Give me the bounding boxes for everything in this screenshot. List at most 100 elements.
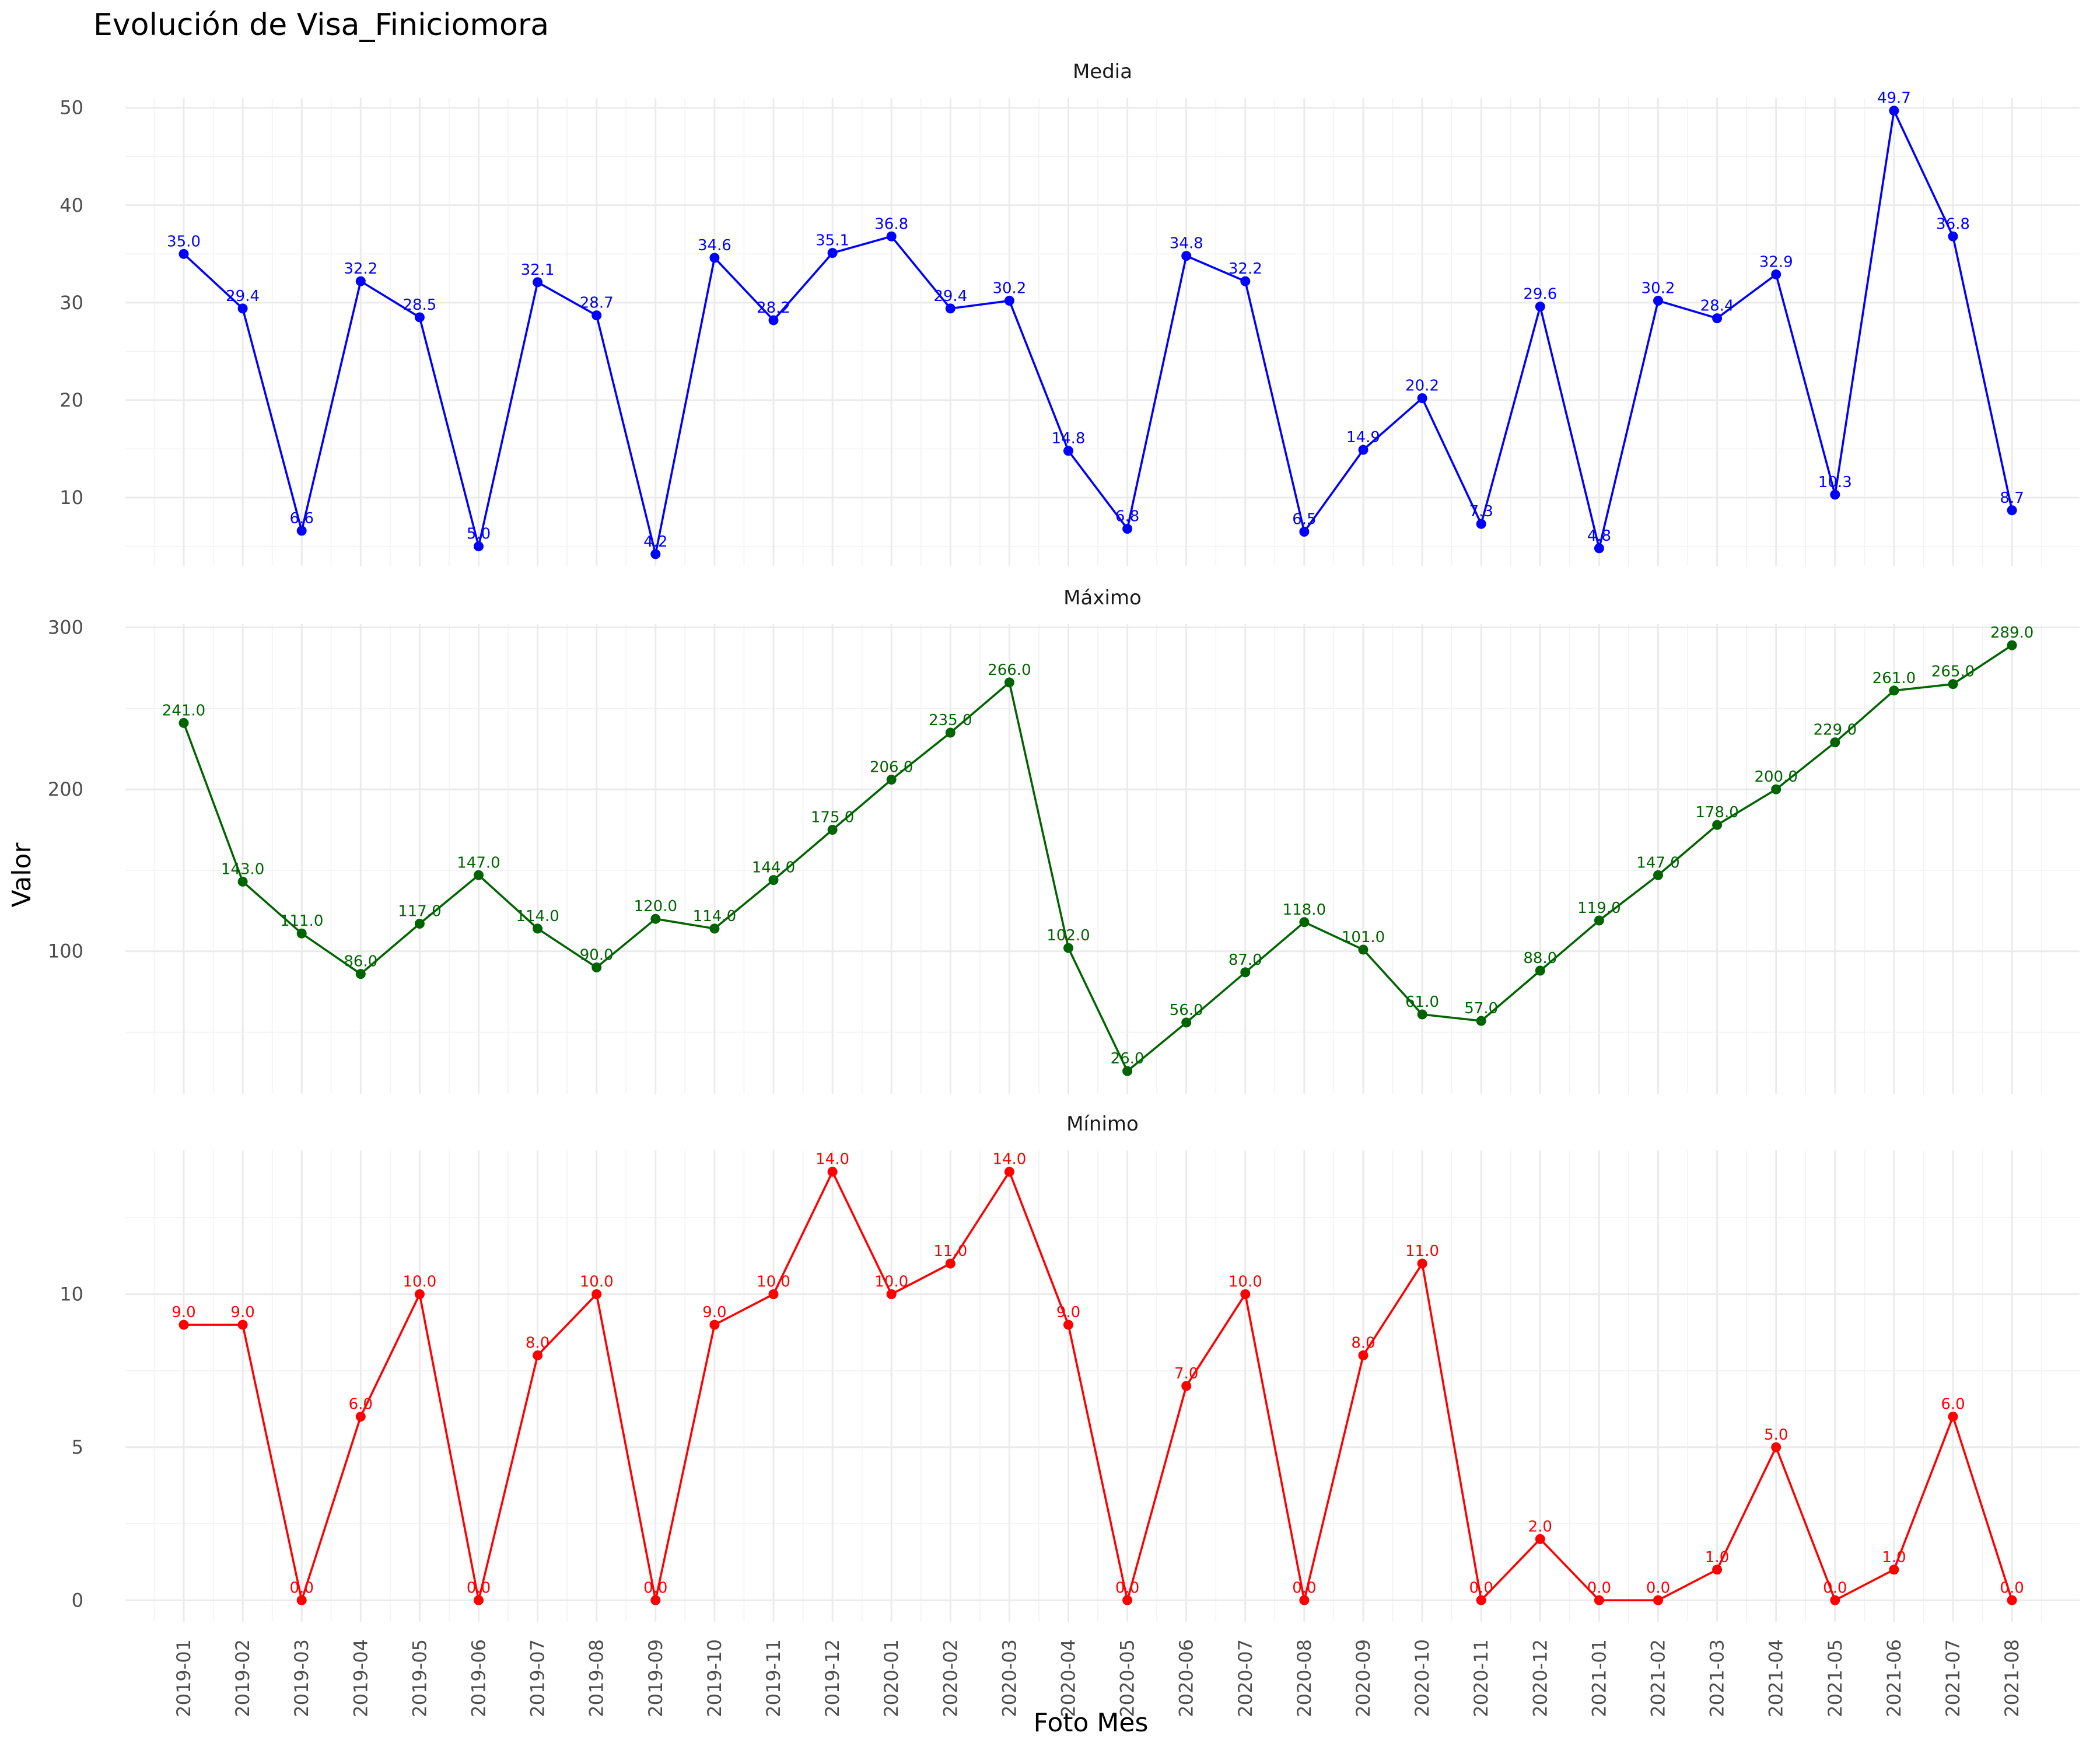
data-label: 101.0 bbox=[1342, 929, 1385, 946]
data-point bbox=[1830, 737, 1840, 748]
data-label: 2.0 bbox=[1528, 1518, 1552, 1535]
data-label: 88.0 bbox=[1523, 950, 1557, 967]
x-tick-label: 2019-09 bbox=[645, 1639, 667, 1717]
data-label: 6.8 bbox=[1115, 508, 1139, 526]
data-label: 29.4 bbox=[226, 288, 260, 305]
data-label: 32.2 bbox=[1228, 260, 1262, 278]
data-point bbox=[945, 1258, 956, 1269]
data-point bbox=[1240, 967, 1251, 978]
data-label: 28.2 bbox=[757, 299, 790, 317]
data-label: 6.0 bbox=[1941, 1395, 1965, 1413]
data-point bbox=[945, 303, 956, 314]
data-label: 10.3 bbox=[1818, 474, 1852, 491]
data-label: 28.5 bbox=[402, 296, 436, 314]
data-point bbox=[414, 312, 425, 323]
x-tick-label: 2020-04 bbox=[1058, 1639, 1080, 1717]
data-point bbox=[592, 310, 602, 321]
data-label: 9.0 bbox=[1056, 1304, 1080, 1321]
data-point bbox=[474, 1595, 484, 1605]
data-label: 61.0 bbox=[1405, 993, 1439, 1011]
data-label: 147.0 bbox=[457, 854, 500, 872]
panel-2: 0 5 10 Mínimo 9.0 9.0 0.0 6.0 10.0 0.0 8.0 10.0 0.0 9… bbox=[60, 1112, 2080, 1622]
data-point bbox=[1181, 251, 1192, 261]
data-label: 7.3 bbox=[1469, 503, 1493, 520]
y-tick-label: 200 bbox=[48, 778, 83, 800]
data-point bbox=[237, 303, 248, 314]
data-label: 14.9 bbox=[1346, 429, 1380, 446]
data-label: 14.0 bbox=[816, 1151, 849, 1168]
data-label: 8.7 bbox=[2000, 489, 2024, 507]
data-label: 235.0 bbox=[929, 712, 972, 729]
data-label: 90.0 bbox=[580, 946, 614, 964]
data-point bbox=[709, 1320, 720, 1330]
data-point bbox=[355, 969, 366, 979]
data-label: 114.0 bbox=[516, 908, 559, 925]
x-tick-label: 2020-09 bbox=[1352, 1639, 1374, 1717]
x-tick-label: 2019-05 bbox=[408, 1639, 430, 1717]
data-label: 229.0 bbox=[1814, 722, 1857, 739]
data-label: 30.2 bbox=[992, 280, 1026, 298]
data-point bbox=[768, 315, 779, 326]
data-point bbox=[237, 876, 248, 887]
data-label: 0.0 bbox=[1469, 1579, 1493, 1597]
data-point bbox=[1004, 1167, 1014, 1177]
data-point bbox=[768, 875, 779, 886]
data-point bbox=[2007, 505, 2017, 516]
data-point bbox=[1358, 944, 1368, 955]
data-point bbox=[650, 549, 661, 559]
data-label: 32.2 bbox=[344, 260, 377, 278]
data-point bbox=[1240, 1289, 1251, 1300]
data-point bbox=[1948, 231, 1958, 242]
data-label: 1.0 bbox=[1882, 1549, 1906, 1566]
data-label: 261.0 bbox=[1873, 670, 1916, 687]
x-tick-label: 2021-04 bbox=[1765, 1639, 1787, 1717]
data-point bbox=[1712, 313, 1723, 324]
data-point bbox=[1830, 1595, 1840, 1605]
data-point bbox=[945, 727, 956, 738]
data-point bbox=[1476, 519, 1486, 529]
data-label: 120.0 bbox=[634, 898, 677, 915]
x-tick-label: 2021-02 bbox=[1647, 1639, 1670, 1717]
data-label: 14.0 bbox=[992, 1151, 1026, 1168]
chart-title: Evolución de Visa_Finiciomora bbox=[93, 8, 549, 43]
data-label: 49.7 bbox=[1877, 90, 1911, 107]
data-label: 0.0 bbox=[1587, 1579, 1611, 1597]
x-tick-label: 2020-01 bbox=[880, 1639, 902, 1717]
data-point bbox=[1063, 943, 1073, 953]
data-label: 200.0 bbox=[1754, 768, 1797, 786]
data-point bbox=[1004, 677, 1014, 688]
data-point bbox=[886, 774, 897, 785]
y-tick-label: 40 bbox=[60, 194, 83, 216]
data-point bbox=[414, 1289, 425, 1300]
data-point bbox=[1122, 524, 1133, 534]
data-label: 34.8 bbox=[1170, 235, 1203, 253]
x-tick-label: 2019-06 bbox=[468, 1639, 490, 1717]
data-point bbox=[178, 1320, 189, 1330]
data-label: 34.6 bbox=[698, 237, 732, 254]
panel-1: 100 200 300 Máximo 241.0 143.0 111.0 86.0 117.0 1… bbox=[48, 586, 2080, 1094]
data-label: 28.7 bbox=[580, 295, 614, 312]
data-point bbox=[886, 231, 897, 242]
data-label: 8.0 bbox=[1351, 1335, 1375, 1352]
data-label: 4.2 bbox=[643, 533, 667, 551]
data-label: 57.0 bbox=[1464, 1000, 1498, 1017]
data-label: 175.0 bbox=[811, 809, 854, 827]
data-point bbox=[827, 248, 838, 258]
data-point bbox=[1653, 296, 1663, 306]
x-tick-label: 2020-08 bbox=[1293, 1639, 1315, 1717]
x-tick-label: 2019-04 bbox=[349, 1639, 372, 1717]
data-point bbox=[1417, 393, 1427, 404]
facet-strip-label: Máximo bbox=[1063, 586, 1142, 610]
data-label: 119.0 bbox=[1577, 900, 1620, 917]
data-label: 6.6 bbox=[290, 510, 314, 527]
data-label: 0.0 bbox=[643, 1579, 667, 1597]
data-point bbox=[1889, 685, 1899, 696]
data-label: 10.0 bbox=[580, 1273, 614, 1291]
data-label: 86.0 bbox=[344, 953, 377, 971]
data-label: 11.0 bbox=[933, 1242, 967, 1260]
x-tick-label: 2020-06 bbox=[1175, 1639, 1198, 1717]
facet-panels: 1020304050Media35.029.46.632.228.55.032.… bbox=[48, 60, 2080, 1622]
data-point bbox=[1889, 1564, 1899, 1575]
data-label: 6.0 bbox=[349, 1395, 373, 1413]
